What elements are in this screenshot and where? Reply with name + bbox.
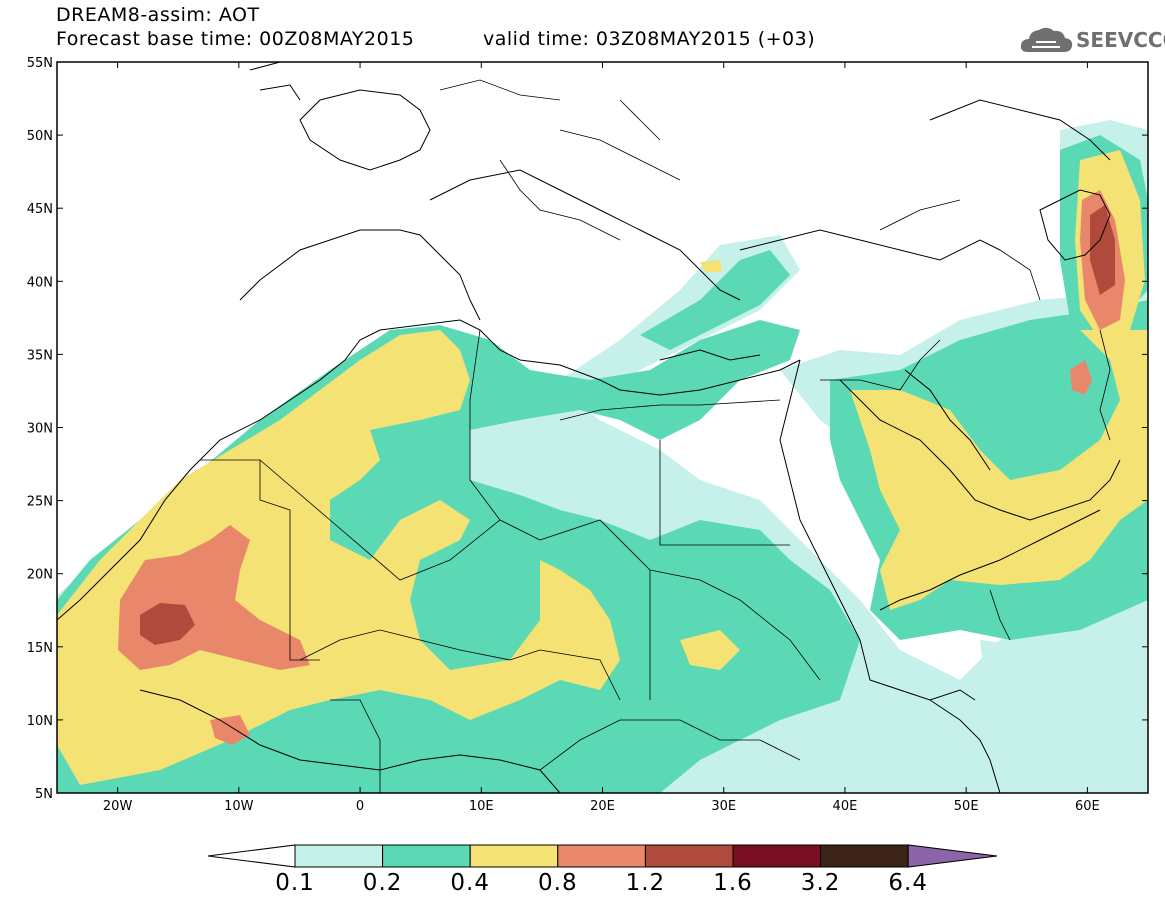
lat-label: 20N (27, 568, 53, 583)
lon-label: 30E (711, 799, 736, 814)
colorbar-lower-arrow (207, 844, 296, 868)
lon-label: 20W (103, 799, 133, 814)
lon-label: 60E (1075, 799, 1100, 814)
colorbar-label: 0.1 (275, 870, 315, 896)
colorbar-segment (294, 844, 384, 868)
lat-label: 50N (27, 129, 53, 144)
colorbar-segment (382, 844, 471, 868)
colorbar (207, 844, 998, 868)
colorbar-label: 6.4 (888, 870, 928, 896)
colorbar-label: 1.2 (625, 870, 666, 896)
colorbar-segment (732, 844, 822, 868)
lat-label: 5N (35, 787, 53, 802)
colorbar-label: 3.2 (800, 870, 841, 896)
logo-text: SEEVCCC (1076, 28, 1165, 52)
country-borders (200, 79, 1111, 793)
lat-label: 40N (27, 275, 53, 290)
longitude-axis: 20W 10W 0 10E 20E 30E 40E 50E 60E (103, 62, 1100, 814)
lat-label: 30N (27, 422, 53, 437)
lat-label: 25N (27, 495, 53, 510)
colorbar-label: 0.8 (538, 870, 578, 896)
lat-label: 10N (27, 714, 53, 729)
colorbar-segment (820, 844, 909, 868)
lat-label: 45N (27, 202, 53, 217)
aot-level-1.2 (140, 205, 1115, 645)
coastlines (57, 62, 1121, 793)
aot-field (57, 120, 1148, 793)
colorbar-label: 1.6 (713, 870, 753, 896)
lon-label: 40E (833, 799, 858, 814)
colorbar-segment (557, 844, 646, 868)
valid-time: valid time: 03Z08MAY2015 (+03) (483, 28, 816, 50)
lat-label: 15N (27, 641, 53, 656)
colorbar-label: 0.2 (362, 870, 403, 896)
lon-label: 50E (954, 799, 979, 814)
lat-label: 35N (27, 348, 53, 363)
seevccc-logo: SEEVCCC (1018, 22, 1165, 58)
colorbar-label: 0.4 (450, 870, 490, 896)
chart-title: DREAM8-assim: AOT (56, 4, 260, 26)
latitude-axis: 55N 50N 45N 40N 35N 30N 25N 20N 15N 10N 5N (27, 56, 1148, 802)
colorbar-upper-arrow (907, 844, 998, 868)
cloud-icon (1020, 27, 1073, 52)
lon-label: 10W (224, 799, 254, 814)
colorbar-segment (644, 844, 734, 868)
forecast-base-time: Forecast base time: 00Z08MAY2015 (56, 28, 415, 50)
lon-label: 20E (590, 799, 615, 814)
lat-label: 55N (27, 56, 53, 71)
lon-label: 10E (469, 799, 494, 814)
lon-label: 0 (356, 799, 364, 814)
colorbar-segment (469, 844, 559, 868)
